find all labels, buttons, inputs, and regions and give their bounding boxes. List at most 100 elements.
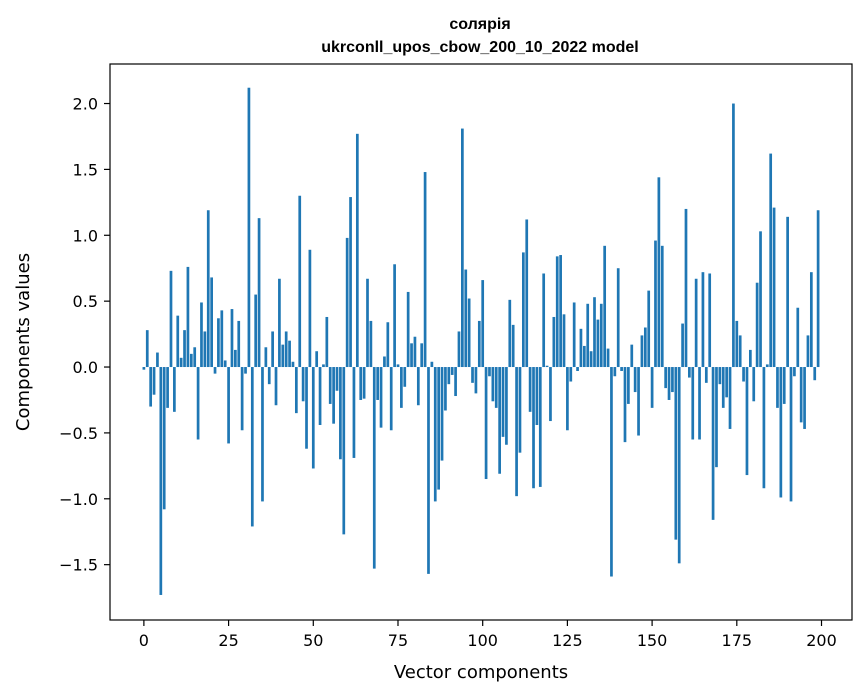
bar-component-54 xyxy=(325,316,329,368)
bar-component-196 xyxy=(806,335,810,368)
bar-component-75 xyxy=(396,364,400,368)
bar-component-171 xyxy=(721,367,725,408)
bar-component-82 xyxy=(420,343,424,368)
bar-component-30 xyxy=(244,367,247,374)
bar-component-28 xyxy=(237,320,241,368)
bar-component-105 xyxy=(498,367,501,474)
bar-component-153 xyxy=(660,245,664,368)
bar-component-88 xyxy=(440,367,444,461)
bar-component-32 xyxy=(250,367,254,527)
x-tick-label: 150 xyxy=(637,631,668,650)
bar-component-33 xyxy=(254,294,258,368)
chart-title: солярія xyxy=(449,16,510,33)
bar-component-111 xyxy=(518,367,522,453)
bar-component-180 xyxy=(752,367,756,402)
bar-component-19 xyxy=(206,210,210,368)
bar-component-27 xyxy=(234,349,237,368)
bar-component-161 xyxy=(688,367,691,378)
bar-component-147 xyxy=(640,335,644,368)
bar-component-167 xyxy=(708,273,712,368)
bar-component-109 xyxy=(511,324,515,368)
bar-component-163 xyxy=(694,278,698,368)
bar-component-73 xyxy=(389,367,393,431)
bar-component-192 xyxy=(793,367,796,377)
bar-component-20 xyxy=(210,277,213,368)
bar-component-96 xyxy=(467,298,471,368)
bar-component-59 xyxy=(342,367,346,535)
x-tick-label: 50 xyxy=(303,631,323,650)
bar-component-74 xyxy=(393,264,396,368)
bar-component-195 xyxy=(803,367,806,429)
bar-component-145 xyxy=(633,367,637,393)
bar-component-177 xyxy=(742,367,745,382)
bar-component-132 xyxy=(589,351,593,368)
bar-component-119 xyxy=(545,365,549,368)
bar-component-154 xyxy=(664,367,668,389)
bar-component-165 xyxy=(701,272,705,368)
bar-component-174 xyxy=(732,103,735,368)
bar-component-2 xyxy=(149,367,153,407)
bar-component-36 xyxy=(264,347,268,368)
bars-group xyxy=(142,87,820,595)
bar-component-148 xyxy=(643,327,647,368)
x-axis-ticks: 0 25 50 75 100 125 150 175 200 xyxy=(139,620,837,650)
bar-component-31 xyxy=(247,87,251,368)
y-tick-label: 0.0 xyxy=(73,358,98,377)
bar-component-188 xyxy=(779,367,783,498)
bar-component-5 xyxy=(159,367,163,595)
bar-component-18 xyxy=(203,331,207,368)
bar-component-102 xyxy=(488,367,491,377)
bar-component-87 xyxy=(437,367,440,490)
plot-frame xyxy=(109,63,853,621)
bar-component-50 xyxy=(311,367,315,469)
bar-component-120 xyxy=(549,367,552,422)
bar-component-70 xyxy=(379,367,383,428)
bar-component-187 xyxy=(776,367,779,408)
bar-component-7 xyxy=(166,367,169,408)
bar-component-146 xyxy=(637,367,640,436)
bar-component-84 xyxy=(427,367,430,574)
bar-component-110 xyxy=(515,367,518,497)
x-tick-label: 0 xyxy=(139,631,149,650)
bar-component-123 xyxy=(559,255,562,368)
bar-component-8 xyxy=(169,270,173,368)
bar-component-113 xyxy=(525,219,529,368)
bar-component-63 xyxy=(355,133,359,368)
bar-component-135 xyxy=(599,303,603,368)
bar-component-90 xyxy=(447,367,451,385)
bar-component-142 xyxy=(623,367,627,443)
bar-component-65 xyxy=(362,367,366,399)
x-tick-label: 200 xyxy=(806,631,837,650)
bar-component-131 xyxy=(586,303,590,368)
bar-component-141 xyxy=(620,367,623,371)
bar-component-143 xyxy=(627,367,630,404)
bar-component-1 xyxy=(145,330,149,368)
bar-component-92 xyxy=(454,367,457,397)
bar-component-104 xyxy=(494,367,498,408)
bar-component-56 xyxy=(332,367,335,424)
bar-component-118 xyxy=(542,273,546,368)
chart-subtitle: ukrconll_upos_cbow_200_10_2022 model xyxy=(321,39,638,56)
bar-component-193 xyxy=(796,307,800,368)
bar-component-16 xyxy=(196,367,200,440)
bar-component-11 xyxy=(179,357,183,368)
bar-component-121 xyxy=(552,316,556,368)
bar-component-139 xyxy=(613,367,617,377)
bar-component-150 xyxy=(650,367,654,408)
bar-component-53 xyxy=(322,364,325,368)
bar-component-178 xyxy=(745,367,749,476)
bar-component-175 xyxy=(735,320,739,368)
y-tick-label: 2.0 xyxy=(73,95,98,114)
bar-component-55 xyxy=(328,367,332,404)
bar-component-77 xyxy=(403,367,407,387)
bar-component-190 xyxy=(786,216,789,368)
bar-component-107 xyxy=(505,367,508,445)
bar-component-199 xyxy=(816,210,820,368)
x-tick-label: 25 xyxy=(218,631,238,650)
bar-component-45 xyxy=(294,367,298,414)
bar-component-25 xyxy=(227,367,230,444)
x-tick-label: 75 xyxy=(388,631,408,650)
bar-component-183 xyxy=(762,367,766,489)
bar-component-35 xyxy=(261,367,264,502)
